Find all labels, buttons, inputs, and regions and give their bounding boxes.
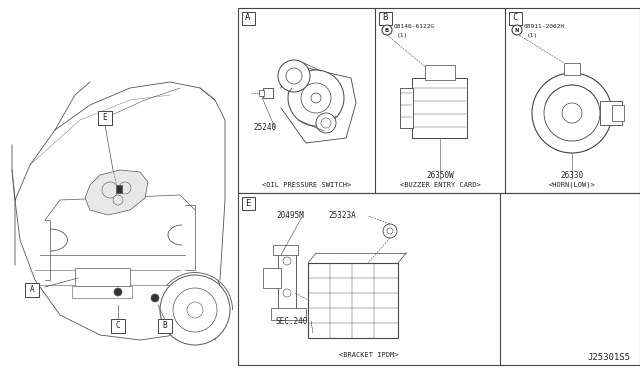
Circle shape <box>283 289 291 297</box>
Circle shape <box>512 25 522 35</box>
Bar <box>425 65 455 80</box>
Text: <BRACKET IPDM>: <BRACKET IPDM> <box>339 352 399 358</box>
Bar <box>378 12 392 25</box>
Text: B: B <box>382 13 388 22</box>
Bar <box>158 319 172 333</box>
Bar <box>75 268 130 286</box>
Circle shape <box>532 73 612 153</box>
Bar <box>98 111 112 125</box>
Text: 26350W: 26350W <box>426 170 454 180</box>
Bar <box>263 268 281 288</box>
Text: 25240: 25240 <box>253 124 276 132</box>
Circle shape <box>387 228 393 234</box>
Text: C: C <box>116 321 120 330</box>
Text: B: B <box>163 321 167 330</box>
Text: J25301S5: J25301S5 <box>587 353 630 362</box>
Circle shape <box>311 93 321 103</box>
Circle shape <box>102 182 118 198</box>
Bar <box>241 196 255 209</box>
Text: <OIL PRESSURE SWITCH>: <OIL PRESSURE SWITCH> <box>262 182 351 188</box>
Bar <box>273 245 298 255</box>
Text: 25323A: 25323A <box>328 211 356 219</box>
Text: A: A <box>245 13 251 22</box>
Circle shape <box>160 275 230 345</box>
Circle shape <box>288 70 344 126</box>
Circle shape <box>321 118 331 128</box>
Bar <box>111 319 125 333</box>
Bar <box>238 8 640 193</box>
Text: C: C <box>512 13 518 22</box>
Text: 08146-6122G: 08146-6122G <box>394 23 435 29</box>
Circle shape <box>383 224 397 238</box>
Text: E: E <box>102 113 108 122</box>
Circle shape <box>301 83 331 113</box>
Circle shape <box>173 288 217 332</box>
Bar <box>612 105 624 121</box>
Bar <box>72 286 132 298</box>
Circle shape <box>278 60 310 92</box>
Text: N: N <box>515 28 519 32</box>
Bar <box>271 308 306 320</box>
Bar <box>308 263 398 338</box>
Bar <box>400 88 413 128</box>
Text: (1): (1) <box>397 33 408 38</box>
Circle shape <box>119 182 131 194</box>
Bar <box>263 88 273 98</box>
Bar <box>238 193 640 365</box>
Bar <box>278 253 296 313</box>
Bar <box>241 12 255 25</box>
Text: <HORN(LOW)>: <HORN(LOW)> <box>549 182 596 188</box>
Bar <box>412 78 467 138</box>
Circle shape <box>187 302 203 318</box>
Circle shape <box>283 257 291 265</box>
Text: SEC.240: SEC.240 <box>276 317 308 326</box>
Circle shape <box>544 85 600 141</box>
Bar <box>259 90 264 96</box>
Circle shape <box>286 68 302 84</box>
Text: 08911-2062H: 08911-2062H <box>524 23 565 29</box>
Text: B: B <box>385 28 389 32</box>
Text: (1): (1) <box>527 33 538 38</box>
Text: 20495M: 20495M <box>276 211 304 219</box>
Circle shape <box>562 103 582 123</box>
Text: <BUZZER ENTRY CARD>: <BUZZER ENTRY CARD> <box>399 182 481 188</box>
Circle shape <box>113 195 123 205</box>
Bar <box>600 101 622 125</box>
Text: E: E <box>245 199 251 208</box>
Bar <box>564 63 580 75</box>
Circle shape <box>316 113 336 133</box>
Bar <box>116 185 122 193</box>
Bar <box>25 283 39 297</box>
Circle shape <box>114 288 122 296</box>
Text: 26330: 26330 <box>561 170 584 180</box>
Bar <box>509 12 522 25</box>
Circle shape <box>151 294 159 302</box>
Text: A: A <box>29 285 35 295</box>
Circle shape <box>382 25 392 35</box>
Polygon shape <box>85 170 148 215</box>
